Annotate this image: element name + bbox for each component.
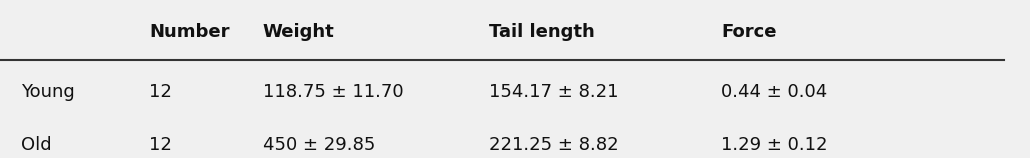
Text: Number: Number bbox=[149, 23, 230, 41]
Text: 221.25 ± 8.82: 221.25 ± 8.82 bbox=[489, 136, 619, 154]
Text: 12: 12 bbox=[149, 136, 172, 154]
Text: Force: Force bbox=[721, 23, 777, 41]
Text: Tail length: Tail length bbox=[489, 23, 595, 41]
Text: 12: 12 bbox=[149, 83, 172, 101]
Text: Young: Young bbox=[21, 83, 74, 101]
Text: 1.29 ± 0.12: 1.29 ± 0.12 bbox=[721, 136, 827, 154]
Text: Weight: Weight bbox=[263, 23, 335, 41]
Text: 154.17 ± 8.21: 154.17 ± 8.21 bbox=[489, 83, 619, 101]
Text: Old: Old bbox=[21, 136, 52, 154]
Text: 450 ± 29.85: 450 ± 29.85 bbox=[263, 136, 375, 154]
Text: 118.75 ± 11.70: 118.75 ± 11.70 bbox=[263, 83, 404, 101]
Text: 0.44 ± 0.04: 0.44 ± 0.04 bbox=[721, 83, 827, 101]
